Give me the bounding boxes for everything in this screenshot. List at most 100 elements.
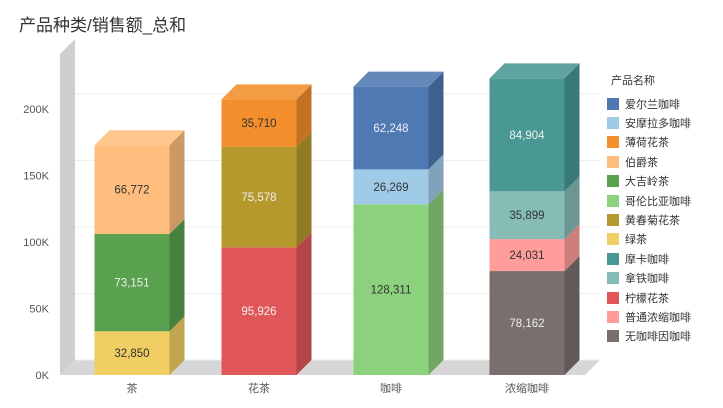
bar-segment-side <box>428 154 444 205</box>
legend-label: 薄荷花茶 <box>625 137 669 150</box>
bar-segment <box>353 204 429 375</box>
x-tick-label: 咖啡 <box>380 381 402 395</box>
legend-swatch <box>607 155 619 168</box>
legend-label: 伯爵茶 <box>625 156 658 169</box>
legend-item[interactable]: 薄荷花茶 <box>607 133 691 152</box>
legend-swatch <box>607 330 619 343</box>
legend-item[interactable]: 大吉岭茶 <box>607 172 691 191</box>
data-label: 128,311 <box>371 285 412 297</box>
legend-item[interactable]: 普通浓缩咖啡 <box>607 307 691 326</box>
legend-item[interactable]: 摩卡咖啡 <box>607 249 691 268</box>
bar-segment <box>94 234 170 332</box>
legend-label: 黄春菊花茶 <box>625 215 680 228</box>
legend-label: 普通浓缩咖啡 <box>625 311 691 324</box>
bar-stack: 95,926 75,578 35,710 <box>221 84 312 375</box>
legend-label: 柠檬花茶 <box>625 292 669 305</box>
legend: 产品名称 爱尔兰咖啡安摩拉多咖啡 薄荷花茶伯爵茶大吉岭茶哥伦比亚咖啡 黄春菊花茶绿茶… <box>607 72 691 346</box>
legend-item[interactable]: 柠檬花茶 <box>607 288 691 307</box>
y-tick-label: 50K <box>29 304 49 316</box>
bar-segment <box>353 86 429 170</box>
bar-top <box>489 63 580 79</box>
bar-segment <box>489 271 565 375</box>
x-axis: 茶 花茶 咖啡 浓缩咖啡 <box>127 381 550 395</box>
legend-swatch <box>607 291 619 304</box>
floor <box>60 360 600 375</box>
data-label: 73,151 <box>114 278 149 290</box>
bar-top <box>94 130 185 146</box>
y-tick-label: 0K <box>36 370 50 382</box>
legend-title: 产品名称 <box>611 75 655 87</box>
data-label: 35,710 <box>241 118 276 130</box>
data-label: 84,904 <box>509 130 545 142</box>
bar-segment <box>94 145 170 235</box>
legend-label: 哥伦比亚咖啡 <box>625 195 691 208</box>
bar-segment-side <box>296 84 312 147</box>
data-label: 62,248 <box>373 123 408 135</box>
legend-item[interactable]: 伯爵茶 <box>607 152 691 171</box>
bar-stack: 78,162 24,031 35,899 84,904 <box>489 63 580 375</box>
bar-segment-side <box>564 63 580 192</box>
data-label: 75,578 <box>241 192 276 204</box>
legend-swatch <box>607 97 619 110</box>
chart-back-wall <box>60 39 600 375</box>
bar-segment <box>489 239 565 272</box>
legend-swatch <box>607 194 619 207</box>
legend-swatch <box>607 175 619 188</box>
bar-segment-side <box>296 131 312 248</box>
y-axis: 0K 50K 100K 150K 200K <box>23 104 49 382</box>
legend-item[interactable]: 哥伦比亚咖啡 <box>607 191 691 210</box>
x-tick-label: 花茶 <box>248 382 270 395</box>
bar-segment-side <box>428 71 444 170</box>
bar-segment-side <box>296 232 312 375</box>
legend-item[interactable]: 拿铁咖啡 <box>607 269 691 288</box>
legend-swatch <box>607 233 619 246</box>
bar-segment-side <box>169 316 185 375</box>
bar-top <box>353 71 444 87</box>
left-wall <box>60 39 75 375</box>
legend-swatch <box>607 272 619 285</box>
data-label: 35,899 <box>509 210 544 222</box>
bar-stacks: 32,850 73,151 66,772 95,926 75,578 35,710 128,… <box>94 63 580 375</box>
legend-swatch <box>607 214 619 227</box>
bar-segment <box>353 169 429 205</box>
legend-label: 安摩拉多咖啡 <box>625 118 691 131</box>
legend-items: 爱尔兰咖啡安摩拉多咖啡 薄荷花茶伯爵茶大吉岭茶哥伦比亚咖啡 黄春菊花茶绿茶摩卡咖啡拿… <box>607 94 691 346</box>
chart-title: 产品种类/销售额_总和 <box>19 16 187 35</box>
bar-segment-side <box>428 189 444 375</box>
legend-label: 摩卡咖啡 <box>625 253 669 266</box>
data-label: 24,031 <box>509 250 544 262</box>
legend-item[interactable]: 绿茶 <box>607 230 691 249</box>
data-label: 95,926 <box>241 306 276 318</box>
data-label: 32,850 <box>114 348 149 360</box>
bar-top <box>221 84 312 100</box>
legend-item[interactable]: 黄春菊花茶 <box>607 210 691 229</box>
legend-label: 大吉岭茶 <box>625 176 669 189</box>
legend-item[interactable]: 无咖啡因咖啡 <box>607 327 691 346</box>
legend-label: 爱尔兰咖啡 <box>625 98 680 111</box>
legend-swatch <box>607 310 619 323</box>
bar-segment <box>489 78 565 192</box>
data-label: 78,162 <box>509 318 544 330</box>
legend-item[interactable]: 安摩拉多咖啡 <box>607 113 691 132</box>
bar-segment-side <box>169 130 185 235</box>
bar-segment <box>94 331 170 375</box>
bar-stack: 32,850 73,151 66,772 <box>94 130 185 375</box>
bar-segment-side <box>169 219 185 332</box>
y-tick-label: 100K <box>23 237 49 249</box>
bar-segment-side <box>564 176 580 240</box>
legend-item[interactable]: 爱尔兰咖啡 <box>607 94 691 113</box>
bar-segment <box>221 247 297 375</box>
x-tick-label: 浓缩咖啡 <box>505 381 549 395</box>
bar-stack: 128,311 26,269 62,248 <box>353 71 444 375</box>
data-label: 26,269 <box>373 182 408 194</box>
data-label: 66,772 <box>114 185 149 197</box>
legend-label: 无咖啡因咖啡 <box>625 331 691 344</box>
y-tick-label: 150K <box>23 171 49 183</box>
bar-segment-side <box>564 256 580 375</box>
x-tick-label: 茶 <box>127 382 138 395</box>
legend-label: 拿铁咖啡 <box>625 273 669 286</box>
legend-swatch <box>607 252 619 265</box>
legend-swatch <box>607 136 619 149</box>
legend-label: 绿茶 <box>625 234 647 247</box>
